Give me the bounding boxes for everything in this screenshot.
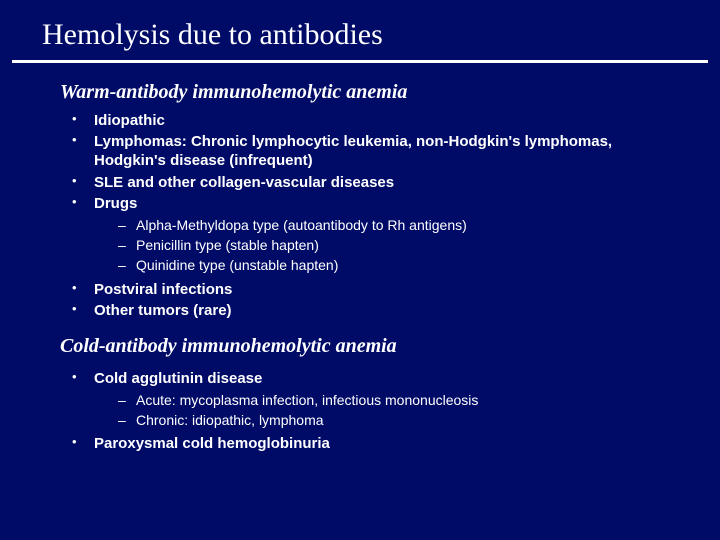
- sub-list: Alpha-Methyldopa type (autoantibody to R…: [94, 213, 670, 278]
- list-item: Cold agglutinin disease Acute: mycoplasm…: [72, 368, 670, 434]
- sub-list-item-text: Acute: mycoplasma infection, infectious …: [136, 392, 478, 408]
- slide-title: Hemolysis due to antibodies: [0, 18, 720, 60]
- sub-list-item: Acute: mycoplasma infection, infectious …: [118, 390, 670, 410]
- list-item-text: Lymphomas: Chronic lymphocytic leukemia,…: [94, 133, 612, 169]
- sub-list-item-text: Quinidine type (unstable hapten): [136, 257, 338, 273]
- title-underline: [12, 60, 708, 63]
- list-item: Other tumors (rare): [72, 300, 670, 321]
- sub-list-item: Alpha-Methyldopa type (autoantibody to R…: [118, 215, 670, 235]
- section-heading-cold: Cold-antibody immunohemolytic anemia: [0, 331, 720, 364]
- sub-list-item-text: Penicillin type (stable hapten): [136, 237, 319, 253]
- sub-list: Acute: mycoplasma infection, infectious …: [94, 388, 670, 432]
- list-item-text: Paroxysmal cold hemoglobinuria: [94, 435, 330, 452]
- sub-list-item: Penicillin type (stable hapten): [118, 235, 670, 255]
- list-item: Lymphomas: Chronic lymphocytic leukemia,…: [72, 131, 670, 171]
- list-item-text: SLE and other collagen-vascular diseases: [94, 174, 394, 191]
- bullet-list-warm: Idiopathic Lymphomas: Chronic lymphocyti…: [0, 110, 720, 321]
- sub-list-item: Quinidine type (unstable hapten): [118, 255, 670, 275]
- section-heading-warm: Warm-antibody immunohemolytic anemia: [0, 77, 720, 110]
- sub-list-item-text: Chronic: idiopathic, lymphoma: [136, 412, 324, 428]
- sub-list-item: Chronic: idiopathic, lymphoma: [118, 410, 670, 430]
- sub-list-item-text: Alpha-Methyldopa type (autoantibody to R…: [136, 217, 467, 233]
- list-item-text: Idiopathic: [94, 112, 165, 129]
- bullet-list-cold: Cold agglutinin disease Acute: mycoplasm…: [0, 368, 720, 455]
- list-item-text: Other tumors (rare): [94, 302, 232, 319]
- list-item-text: Drugs: [94, 195, 137, 212]
- list-item-text: Postviral infections: [94, 281, 232, 298]
- list-item: Paroxysmal cold hemoglobinuria: [72, 433, 670, 454]
- list-item: Postviral infections: [72, 279, 670, 300]
- slide: Hemolysis due to antibodies Warm-antibod…: [0, 0, 720, 540]
- list-item: Idiopathic: [72, 110, 670, 131]
- list-item: Drugs Alpha-Methyldopa type (autoantibod…: [72, 193, 670, 279]
- list-item-text: Cold agglutinin disease: [94, 370, 262, 387]
- list-item: SLE and other collagen-vascular diseases: [72, 172, 670, 193]
